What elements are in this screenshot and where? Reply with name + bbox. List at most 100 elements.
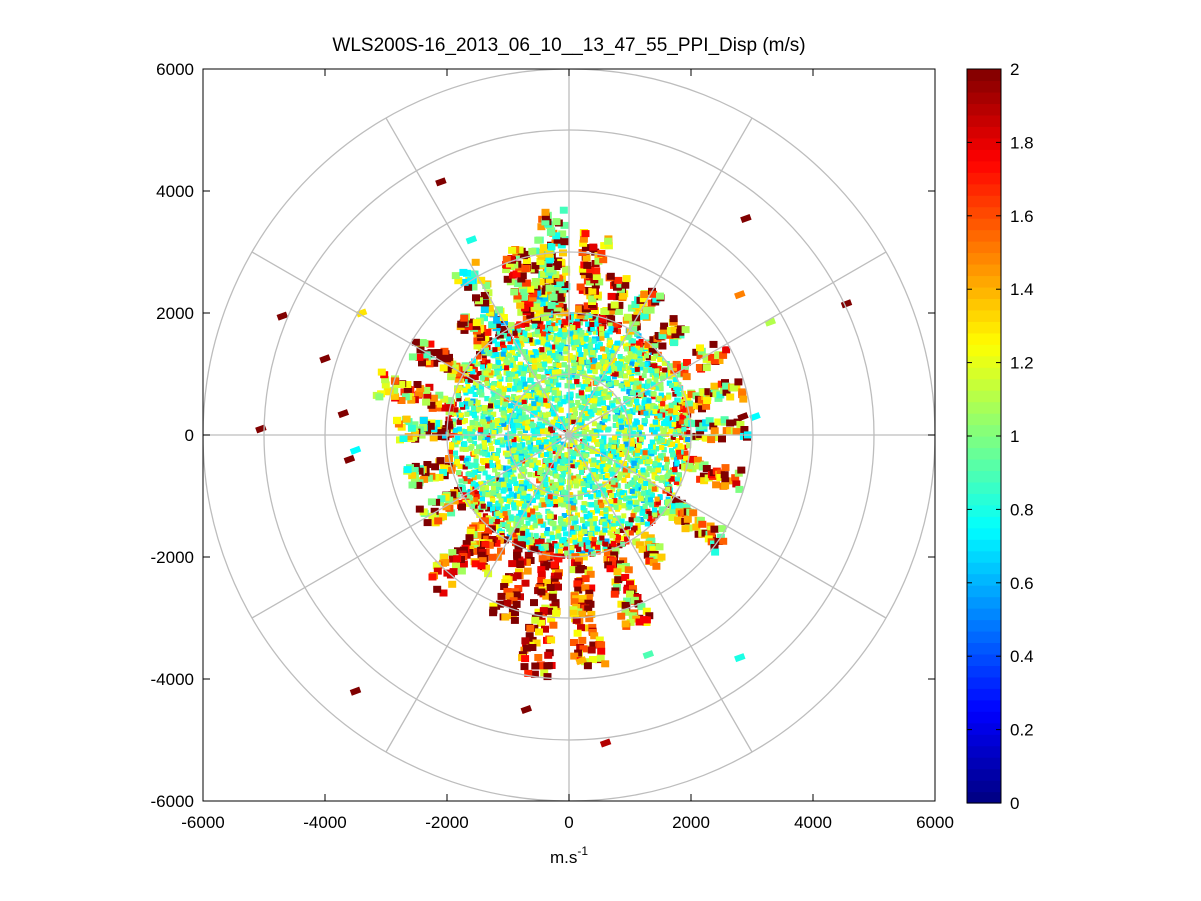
scatter-point [476, 444, 481, 450]
scatter-point [561, 525, 567, 531]
scatter-point [630, 342, 636, 348]
scatter-point [568, 497, 574, 503]
scatter-point [652, 464, 658, 470]
scatter-point [549, 479, 555, 485]
scatter-point [633, 341, 639, 347]
scatter-point [529, 324, 535, 330]
scatter-point [641, 373, 647, 379]
scatter-point [506, 526, 512, 532]
scatter-point [595, 451, 601, 457]
scatter-point [589, 367, 595, 373]
scatter-point [600, 369, 606, 375]
scatter-point [570, 463, 576, 469]
scatter-point [629, 397, 635, 403]
scatter-point [619, 535, 624, 541]
scatter-point [508, 499, 514, 505]
scatter-point [541, 464, 547, 469]
scatter-point [667, 413, 673, 419]
scatter-point [449, 452, 455, 458]
scatter-point [616, 428, 622, 434]
scatter-point [665, 496, 671, 502]
scatter-point [567, 336, 573, 342]
scatter-point [672, 469, 678, 475]
scatter-point [480, 370, 486, 376]
scatter-point [476, 421, 482, 427]
scatter-point [668, 428, 674, 434]
scatter-point [541, 377, 547, 383]
scatter-point [501, 390, 507, 396]
scatter-point [506, 494, 512, 500]
scatter-point [674, 453, 680, 459]
scatter-point [658, 386, 664, 392]
scatter-point [649, 372, 655, 378]
scatter-point [506, 533, 512, 539]
scatter-point [592, 329, 598, 335]
scatter-point [541, 365, 547, 371]
scatter-point [515, 351, 521, 357]
scatter-point [577, 490, 583, 496]
scatter-point [480, 415, 486, 421]
scatter-point [554, 387, 560, 393]
scatter-point [552, 322, 558, 328]
scatter-point [494, 476, 500, 482]
scatter-point [575, 512, 580, 518]
scatter-point [572, 430, 577, 436]
scatter-point [496, 514, 502, 519]
scatter-point [590, 375, 596, 381]
scatter-point [485, 452, 491, 458]
scatter-point [620, 386, 626, 392]
scatter-point [537, 473, 543, 479]
scatter-point [587, 394, 593, 400]
scatter-point [471, 475, 477, 481]
scatter-point [570, 341, 576, 347]
scatter-point [673, 456, 679, 462]
scatter-point [649, 510, 655, 516]
scatter-point [507, 459, 513, 465]
scatter-point [471, 426, 477, 432]
scatter-point [487, 410, 493, 416]
scatter-point [600, 459, 606, 465]
scatter-point [551, 336, 557, 342]
scatter-point [650, 394, 656, 400]
scatter-point [681, 459, 687, 465]
scatter-point [616, 329, 621, 335]
scatter-point [495, 345, 501, 351]
scatter-point [651, 366, 657, 372]
scatter-point [560, 471, 566, 477]
scatter-point [636, 347, 642, 353]
scatter-point [475, 474, 481, 480]
scatter-point [563, 546, 569, 551]
scatter-point [468, 374, 474, 380]
scatter-point [571, 494, 577, 500]
scatter-point [607, 523, 613, 529]
scatter-point [555, 318, 561, 323]
scatter-point [489, 455, 495, 461]
scatter-point [629, 361, 635, 367]
scatter-point [628, 373, 634, 379]
scatter-point [570, 525, 576, 531]
scatter-point [573, 427, 579, 432]
scatter-point [546, 538, 552, 544]
scatter-point [480, 431, 486, 437]
scatter-point [549, 531, 555, 537]
scatter-point [552, 449, 558, 455]
scatter-point [491, 392, 497, 397]
scatter-point [495, 505, 501, 511]
scatter-point [487, 440, 493, 446]
scatter-point [592, 395, 598, 401]
scatter-point [599, 510, 604, 516]
scatter-point [605, 519, 611, 525]
scatter-point [638, 375, 644, 381]
scatter-point [535, 406, 541, 412]
scatter-point [640, 383, 646, 389]
scatter-point [531, 388, 536, 393]
scatter-point [476, 371, 482, 376]
scatter-point [513, 364, 519, 370]
scatter-point [542, 401, 548, 407]
scatter-point [517, 437, 523, 443]
scatter-point [658, 477, 664, 483]
scatter-point [611, 374, 617, 380]
scatter-point [663, 479, 668, 485]
scatter-point [621, 513, 627, 519]
